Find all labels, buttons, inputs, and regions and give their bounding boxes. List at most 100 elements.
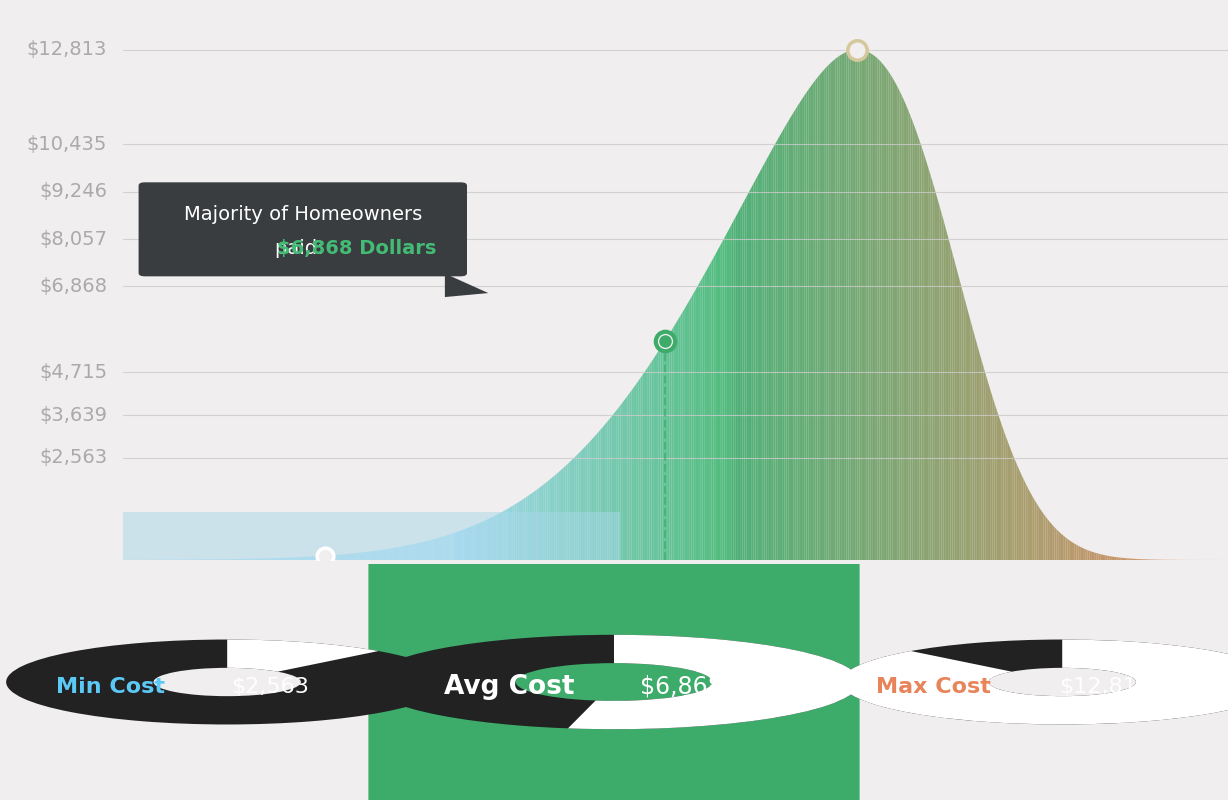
Polygon shape (743, 200, 744, 560)
Polygon shape (550, 478, 553, 560)
Polygon shape (576, 454, 578, 560)
Text: Max Cost: Max Cost (876, 677, 991, 697)
Polygon shape (322, 556, 324, 560)
Polygon shape (258, 558, 260, 560)
Polygon shape (510, 506, 512, 560)
Polygon shape (815, 78, 818, 560)
Polygon shape (553, 476, 554, 560)
Polygon shape (452, 533, 454, 560)
Polygon shape (824, 67, 826, 560)
Polygon shape (542, 485, 543, 560)
Polygon shape (1030, 492, 1033, 560)
Polygon shape (1099, 554, 1100, 560)
Polygon shape (1012, 454, 1014, 560)
Polygon shape (1044, 514, 1045, 560)
Polygon shape (280, 558, 282, 560)
Polygon shape (263, 558, 264, 560)
Polygon shape (484, 520, 485, 560)
Polygon shape (605, 422, 608, 560)
Polygon shape (810, 83, 813, 560)
Polygon shape (379, 550, 382, 560)
Polygon shape (923, 154, 926, 560)
Polygon shape (247, 558, 249, 560)
Polygon shape (264, 558, 266, 560)
Polygon shape (271, 558, 274, 560)
Polygon shape (313, 556, 316, 560)
Polygon shape (479, 522, 481, 560)
Polygon shape (973, 328, 975, 560)
Polygon shape (890, 74, 893, 560)
Polygon shape (842, 53, 844, 560)
Polygon shape (1078, 546, 1081, 560)
Polygon shape (788, 117, 791, 560)
Polygon shape (785, 124, 787, 560)
Polygon shape (408, 545, 410, 560)
Polygon shape (658, 348, 661, 560)
Text: $3,639: $3,639 (39, 406, 107, 425)
Polygon shape (296, 558, 297, 560)
Polygon shape (855, 50, 857, 560)
Polygon shape (330, 555, 333, 560)
Polygon shape (1028, 488, 1030, 560)
Polygon shape (1003, 430, 1006, 560)
Polygon shape (776, 139, 777, 560)
Polygon shape (501, 511, 503, 560)
Polygon shape (519, 501, 521, 560)
Polygon shape (397, 547, 399, 560)
Polygon shape (1055, 527, 1056, 560)
Polygon shape (928, 167, 931, 560)
Polygon shape (583, 446, 586, 560)
Polygon shape (445, 274, 489, 297)
Polygon shape (639, 378, 641, 560)
Wedge shape (569, 635, 860, 729)
Polygon shape (1119, 558, 1121, 560)
Polygon shape (782, 128, 785, 560)
Polygon shape (373, 550, 375, 560)
Polygon shape (904, 100, 906, 560)
Polygon shape (490, 517, 492, 560)
Polygon shape (910, 116, 912, 560)
Polygon shape (793, 110, 796, 560)
Text: $2,563: $2,563 (231, 677, 309, 697)
Polygon shape (600, 427, 603, 560)
Polygon shape (465, 528, 468, 560)
Polygon shape (1097, 553, 1099, 560)
Polygon shape (1110, 556, 1111, 560)
Polygon shape (1022, 474, 1023, 560)
Polygon shape (962, 286, 964, 560)
Polygon shape (774, 143, 776, 560)
Polygon shape (371, 551, 373, 560)
Polygon shape (722, 238, 725, 560)
Polygon shape (297, 557, 300, 560)
Polygon shape (470, 526, 473, 560)
Polygon shape (820, 72, 822, 560)
Polygon shape (720, 242, 722, 560)
Polygon shape (1122, 558, 1125, 560)
Polygon shape (609, 416, 612, 560)
Polygon shape (419, 542, 421, 560)
Polygon shape (866, 51, 868, 560)
Polygon shape (499, 512, 501, 560)
Polygon shape (282, 558, 285, 560)
Polygon shape (645, 368, 647, 560)
Polygon shape (950, 246, 953, 560)
Polygon shape (964, 295, 965, 560)
Polygon shape (700, 278, 702, 560)
Polygon shape (752, 184, 754, 560)
Polygon shape (324, 555, 327, 560)
Polygon shape (937, 198, 939, 560)
Polygon shape (572, 458, 575, 560)
Polygon shape (592, 437, 594, 560)
Polygon shape (877, 58, 879, 560)
Polygon shape (512, 505, 515, 560)
Polygon shape (686, 301, 689, 560)
Polygon shape (360, 552, 362, 560)
Polygon shape (915, 127, 917, 560)
Polygon shape (968, 311, 970, 560)
Polygon shape (275, 558, 278, 560)
Polygon shape (537, 488, 539, 560)
Polygon shape (523, 498, 526, 560)
Polygon shape (826, 65, 829, 560)
Polygon shape (818, 74, 820, 560)
Polygon shape (979, 351, 981, 560)
